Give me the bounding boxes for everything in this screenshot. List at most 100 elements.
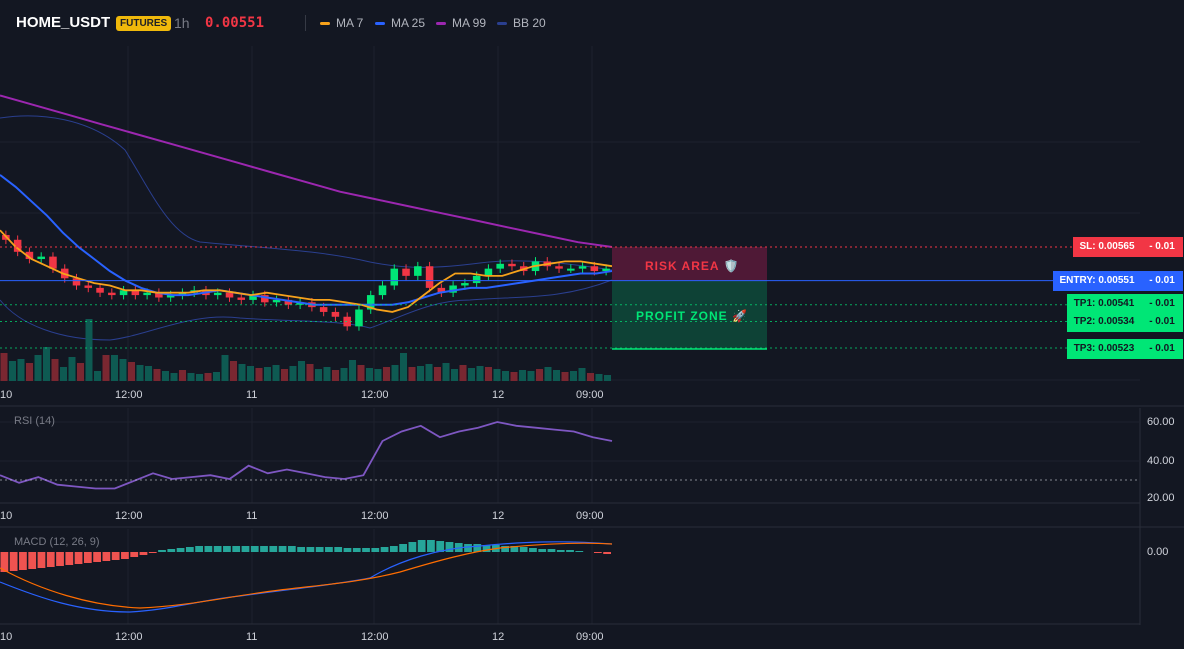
- volume-bar: [459, 365, 467, 381]
- chart-header: HOME_USDT FUTURES 1h 0.00551 MA 7 MA 25 …: [0, 0, 1184, 46]
- volume-bar: [604, 375, 611, 381]
- volume-bar: [162, 371, 169, 381]
- rsi-line: [0, 421, 613, 490]
- candle-body: [25, 251, 34, 260]
- time-tick: 09:00: [576, 631, 604, 643]
- macd-hist-bar: [538, 549, 547, 552]
- bb-swatch: [497, 22, 507, 26]
- macd-hist-bar: [204, 546, 213, 552]
- risk-area-label: RISK AREA 🛡️: [645, 259, 740, 273]
- volume-bar: [468, 368, 475, 381]
- legend-bb-label: BB 20: [513, 16, 546, 30]
- macd-hist-bar: [213, 546, 222, 552]
- candle-body: [108, 292, 116, 296]
- time-tick: 09:00: [576, 389, 604, 401]
- candle-body: [213, 292, 222, 296]
- legend-bb20[interactable]: BB 20: [497, 0, 546, 46]
- candle-body: [84, 285, 93, 288]
- candle-body: [343, 316, 351, 327]
- macd-hist-bar: [427, 540, 435, 552]
- volume-bar: [570, 371, 577, 381]
- rsi-tick: 40.00: [1147, 455, 1175, 467]
- volume-bar: [247, 366, 254, 381]
- time-tick: 12:00: [115, 389, 143, 401]
- volume-bar: [561, 372, 569, 381]
- time-tick: 12:00: [361, 510, 389, 522]
- candle-body: [449, 285, 457, 293]
- volume-bar: [51, 359, 59, 381]
- candle-body: [261, 295, 269, 303]
- volume-bar: [94, 371, 101, 381]
- time-tick: 11: [246, 389, 258, 401]
- legend-ma25[interactable]: MA 25: [375, 0, 425, 46]
- volume-bar: [43, 347, 50, 381]
- macd-hist-bar: [56, 552, 64, 566]
- macd-hist-bar: [176, 548, 185, 552]
- candle-body: [402, 268, 410, 276]
- tp1-value: - 0.01: [1141, 294, 1183, 314]
- candle-body: [590, 266, 599, 272]
- pair-name[interactable]: HOME_USDT: [16, 14, 111, 31]
- tp3-label: TP3: 0.00523: [1067, 339, 1141, 359]
- macd-hist-bar: [241, 546, 250, 552]
- macd-hist-bar: [575, 551, 584, 552]
- candle-body: [131, 290, 140, 296]
- macd-tick: 0.00: [1147, 546, 1169, 558]
- volume-bar: [383, 367, 390, 381]
- volume-bar: [340, 368, 348, 381]
- macd-hist-bar: [287, 546, 296, 552]
- rsi-tick: 60.00: [1147, 416, 1175, 428]
- rsi-title: RSI (14): [14, 415, 55, 427]
- time-tick: 12:00: [361, 389, 389, 401]
- candle-body: [284, 299, 293, 305]
- volume-bar: [170, 373, 178, 381]
- volume-bar: [366, 368, 373, 381]
- candle-body: [390, 268, 399, 286]
- volume-bar: [204, 373, 212, 381]
- timeframe[interactable]: 1h: [174, 15, 190, 31]
- ma7-line: [0, 229, 613, 313]
- candle-body: [555, 266, 563, 269]
- time-tick: 10: [0, 510, 13, 522]
- macd-hist-bar: [139, 552, 148, 555]
- volume-bar: [281, 369, 288, 381]
- tp3-value: - 0.01: [1141, 339, 1183, 359]
- macd-hist-bar: [185, 547, 194, 552]
- macd-hist-bar: [315, 547, 324, 552]
- time-tick: 12: [492, 631, 505, 643]
- time-tick: 10: [0, 389, 13, 401]
- macd-hist-bar: [371, 548, 380, 552]
- macd-hist-bar: [167, 549, 176, 552]
- candle-body: [237, 297, 246, 300]
- volume-bar: [595, 374, 603, 381]
- candle-body: [602, 268, 610, 272]
- macd-hist-bar: [306, 547, 315, 552]
- legend-ma7[interactable]: MA 7: [320, 0, 363, 46]
- legend-ma99[interactable]: MA 99: [436, 0, 486, 46]
- volume-bar: [485, 367, 492, 381]
- candle-body: [272, 299, 281, 303]
- volume-bar: [332, 370, 339, 381]
- time-tick: 12:00: [115, 631, 143, 643]
- macd-hist-bar: [556, 550, 565, 552]
- ma7-swatch: [320, 22, 330, 26]
- header-divider: [305, 15, 306, 31]
- rsi-pane: [0, 421, 1140, 490]
- volume-bar: [272, 365, 280, 381]
- volume-bar: [145, 366, 152, 381]
- rsi-tick: 20.00: [1147, 492, 1175, 504]
- volume-bar: [128, 362, 135, 381]
- time-tick: 12:00: [361, 631, 389, 643]
- macd-hist-bar: [362, 548, 370, 552]
- candle-body: [355, 309, 363, 327]
- candle-body: [461, 283, 469, 286]
- ma99-swatch: [436, 22, 446, 26]
- bb-upper: [0, 115, 613, 271]
- macd-hist-bar: [389, 546, 398, 552]
- profit-zone: [612, 281, 767, 349]
- candle-body: [143, 292, 151, 296]
- volume-bar: [9, 361, 16, 381]
- volume-bar: [493, 369, 501, 381]
- macd-hist-bar: [260, 546, 268, 552]
